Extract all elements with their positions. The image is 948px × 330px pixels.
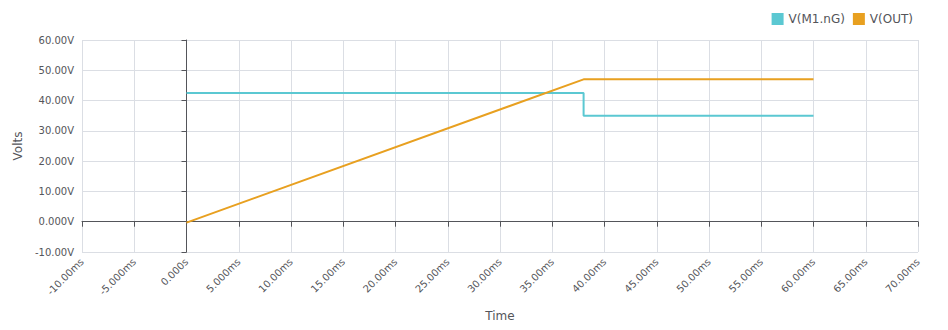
svg-text:50.00V: 50.00V [39,65,75,76]
svg-text:10.00V: 10.00V [39,186,75,197]
svg-text:55.00ms: 55.00ms [727,256,766,295]
svg-text:60.00ms: 60.00ms [779,256,818,295]
svg-text:65.00ms: 65.00ms [831,256,870,295]
svg-text:0.000s: 0.000s [159,256,191,288]
svg-text:15.00ms: 15.00ms [309,256,348,295]
svg-text:-5.000ms: -5.000ms [97,256,138,297]
svg-text:-10.00V: -10.00V [35,247,74,258]
svg-text:20.00V: 20.00V [39,156,75,167]
svg-text:5.000ms: 5.000ms [204,256,243,295]
svg-text:V(M1.nG): V(M1.nG) [789,12,845,26]
svg-text:40.00ms: 40.00ms [570,256,609,295]
svg-text:-10.00ms: -10.00ms [45,256,86,297]
svg-text:30.00ms: 30.00ms [465,256,504,295]
svg-text:25.00ms: 25.00ms [413,256,452,295]
svg-text:10.00ms: 10.00ms [256,256,295,295]
svg-text:20.00ms: 20.00ms [361,256,400,295]
svg-text:50.00ms: 50.00ms [674,256,713,295]
svg-text:0.000V: 0.000V [39,216,75,227]
svg-text:Volts: Volts [11,132,25,161]
svg-text:60.00V: 60.00V [39,35,75,46]
svg-text:70.00ms: 70.00ms [883,256,922,295]
svg-text:30.00V: 30.00V [39,125,75,136]
svg-text:45.00ms: 45.00ms [622,256,661,295]
svg-text:40.00V: 40.00V [39,95,75,106]
svg-text:35.00ms: 35.00ms [518,256,557,295]
svg-text:V(OUT): V(OUT) [870,12,913,26]
svg-text:Time: Time [484,309,514,323]
